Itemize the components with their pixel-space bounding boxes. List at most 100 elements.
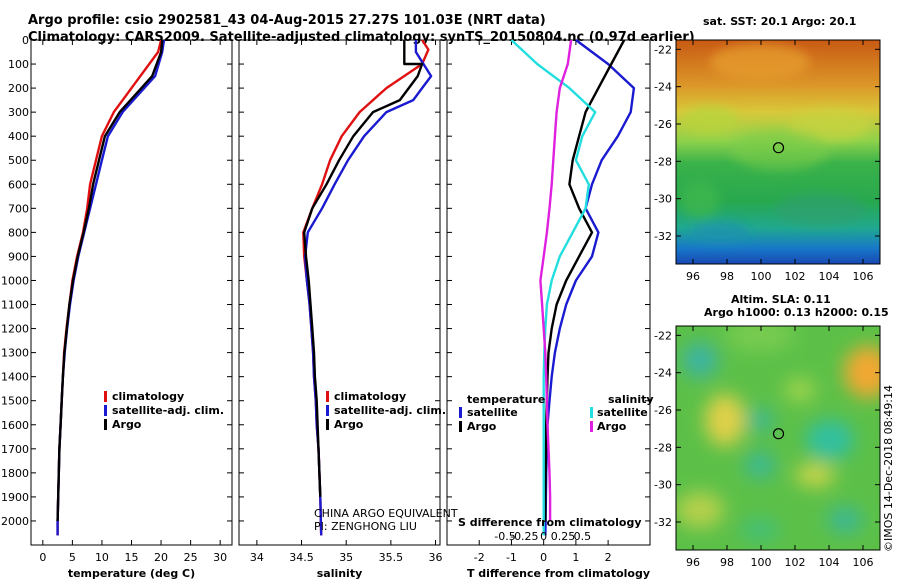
map-x-tick-label: 98 <box>720 556 734 569</box>
legend-label: climatology <box>334 390 406 403</box>
x-tick-label: 35.5 <box>379 551 404 564</box>
y-tick-label: 1800 <box>1 467 29 480</box>
map-x-tick-label: 96 <box>686 270 700 283</box>
map-y-tick-label: -26 <box>654 404 672 417</box>
series-line-argo <box>303 40 424 497</box>
difference-panel: -2 -1 0 1 2 T difference from climatology -0.5… <box>446 39 654 580</box>
map-y-tick-label: -22 <box>654 329 672 342</box>
x-tick-label: 20 <box>154 551 168 564</box>
map-x-tick-label: 104 <box>819 270 840 283</box>
legend-swatch <box>326 405 329 416</box>
y-tick-label: 600 <box>8 178 29 191</box>
x-tick-label: 34 <box>250 551 264 564</box>
series-line-climatology <box>302 39 430 536</box>
sla-map-axes: 96 98 100 102 104 106 -22 -24 -26 -28 -30 -32 <box>654 326 880 569</box>
figure-title-line2: Climatology: CARS2009. Satellite-adjuste… <box>28 30 695 45</box>
x-tick-label: 34.5 <box>289 551 314 564</box>
map-y-tick-label: -32 <box>654 516 672 529</box>
y-tick-label: 400 <box>8 130 29 143</box>
y-tick-label: 700 <box>8 202 29 215</box>
legend-label: satellite-adj. clim. <box>334 404 446 417</box>
sst-map-axes: 96 98 100 102 104 106 -22 -24 -26 -28 -30 -32 <box>654 40 880 283</box>
sst-map-image <box>676 40 880 264</box>
map-y-tick-label: -28 <box>654 155 672 168</box>
x-tick-label: 30 <box>213 551 227 564</box>
legend-swatch <box>104 405 107 416</box>
x-axis-label: temperature (deg C) <box>68 567 195 580</box>
y-tick-label: 300 <box>8 106 29 119</box>
map-x-tick-label: 102 <box>785 556 806 569</box>
y-tick-label: 1100 <box>1 299 29 312</box>
x2-tick-label: 0 <box>540 530 547 543</box>
x-tick-label: 5 <box>69 551 76 564</box>
x2-tick-label: -0.25 <box>510 530 538 543</box>
x2-tick-label: 0.25 <box>551 530 576 543</box>
legend-label: Argo <box>467 420 497 433</box>
x2-tick-label: -0.5 <box>494 530 515 543</box>
series-line-salinity-argo <box>539 39 573 521</box>
x-axis-label: T difference from climatology <box>467 567 650 580</box>
x-tick-label: 0 <box>39 551 46 564</box>
y-tick-label: 1500 <box>1 395 29 408</box>
map-y-tick-label: -30 <box>654 479 672 492</box>
sst-map-title: sat. SST: 20.1 Argo: 20.1 <box>703 15 857 28</box>
legend-swatch <box>459 421 462 432</box>
legend-heading: temperature <box>467 393 545 406</box>
map-y-tick-label: -28 <box>654 441 672 454</box>
legend-label: satellite-adj. clim. <box>112 404 224 417</box>
map-y-tick-label: -30 <box>654 193 672 206</box>
y-tick-label: 900 <box>8 250 29 263</box>
x-tick-label: -2 <box>474 551 485 564</box>
legend-label: satellite <box>467 406 518 419</box>
legend-swatch <box>590 421 593 432</box>
x-tick-label: 2 <box>605 551 612 564</box>
map-x-tick-label: 106 <box>853 270 874 283</box>
x-tick-label: 35 <box>339 551 353 564</box>
x-tick-label: 15 <box>125 551 139 564</box>
series-line-temperature-satellite <box>544 39 636 536</box>
x-tick-label: 1 <box>572 551 579 564</box>
map-x-tick-label: 104 <box>819 556 840 569</box>
x-axis-label: salinity <box>317 567 363 580</box>
legend-swatch <box>326 391 329 402</box>
map-y-tick-label: -26 <box>654 118 672 131</box>
legend-label: Argo <box>112 418 142 431</box>
legend-swatch <box>326 419 329 430</box>
legend-swatch <box>590 407 593 418</box>
y-tick-label: 1400 <box>1 371 29 384</box>
y-tick-label: 1300 <box>1 347 29 360</box>
series-line-temperature-argo <box>544 39 626 521</box>
y-tick-label: 1000 <box>1 274 29 287</box>
y-tick-label: 0 <box>22 34 29 47</box>
y-tick-label: 1900 <box>1 491 29 504</box>
legend-label: climatology <box>112 390 184 403</box>
argo-float-marker <box>772 428 785 440</box>
x-tick-label: 36 <box>429 551 443 564</box>
map-x-tick-label: 102 <box>785 270 806 283</box>
temperature-panel: 0100200300400500600700800900100011001200… <box>1 34 233 580</box>
salinity-panel: 34 34.5 35 35.5 36 salinity climatologysatelli… <box>238 39 458 580</box>
y-tick-label: 1700 <box>1 443 29 456</box>
series-line-argo <box>56 39 164 522</box>
legend-label: Argo <box>334 418 364 431</box>
legend-label: Argo <box>597 420 627 433</box>
sst-map-frame <box>675 39 881 265</box>
plot-frame <box>30 39 233 546</box>
sla-map-frame <box>675 325 881 551</box>
plot-frame <box>446 39 651 546</box>
legend-label: satellite <box>597 406 648 419</box>
x-tick-label: -1 <box>506 551 517 564</box>
x-tick-label: 0 <box>540 551 547 564</box>
y-tick-label: 500 <box>8 154 29 167</box>
series-line-satellite-adj--clim- <box>56 39 166 536</box>
y-tick-label: 1200 <box>1 323 29 336</box>
map-x-tick-label: 98 <box>720 270 734 283</box>
legend-heading: salinity <box>608 393 654 406</box>
map-x-tick-label: 96 <box>686 556 700 569</box>
pi-annotation: PI: ZENGHONG LIU <box>314 520 417 533</box>
x2-axis-label: S difference from climatology <box>458 516 642 529</box>
legend-swatch <box>104 391 107 402</box>
map-y-tick-label: -22 <box>654 43 672 56</box>
figure-title-line1: Argo profile: csio 2902581_43 04-Aug-201… <box>28 13 546 28</box>
